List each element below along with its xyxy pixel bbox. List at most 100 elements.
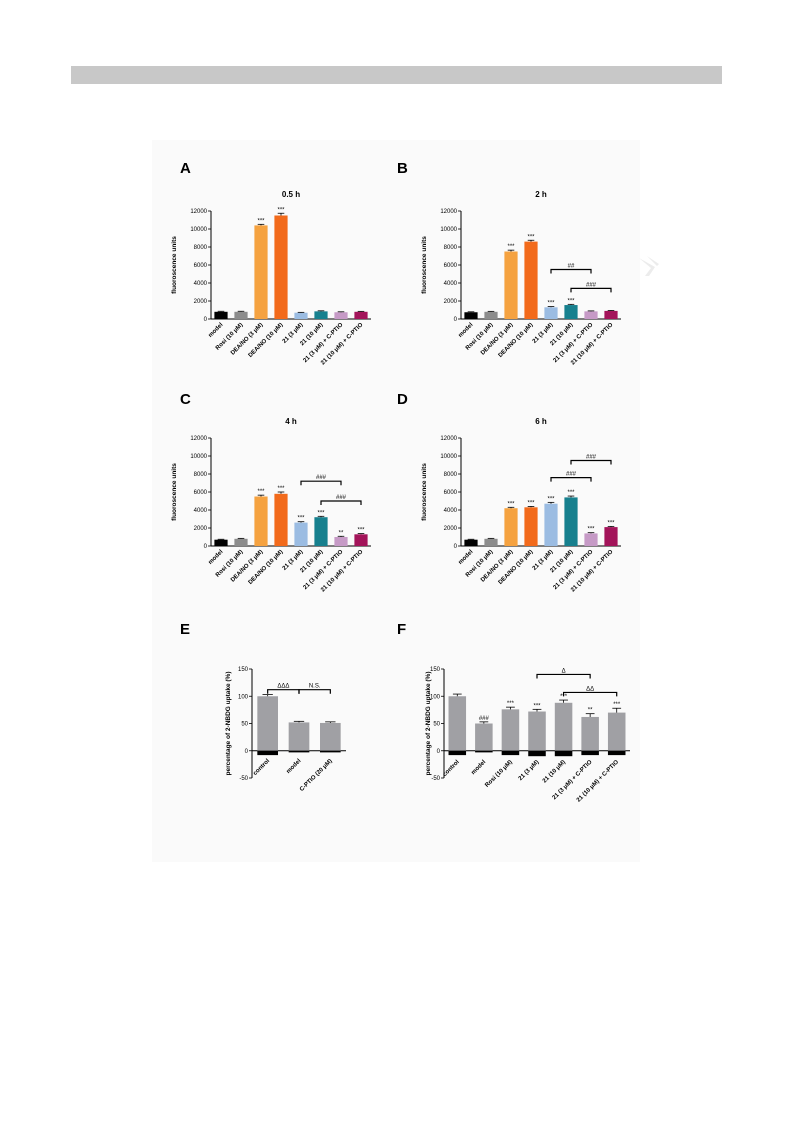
bracket-label: ΔΔΔ (277, 684, 289, 690)
bar (484, 311, 498, 319)
category-label: 21 (10 μM) + C-PTIO (320, 322, 364, 366)
comparison-bracket (570, 287, 612, 293)
significance-label: *** (297, 516, 305, 522)
bracket-label: N.S. (309, 684, 321, 690)
bar (607, 712, 626, 751)
comparison-bracket (267, 689, 300, 694)
y-tick-label: 8000 (444, 245, 458, 251)
significance-label: *** (587, 527, 595, 533)
panel-letter: B (397, 160, 408, 177)
bar (564, 305, 578, 319)
y-tick-label: 10000 (190, 454, 207, 460)
y-tick-label: 100 (430, 694, 441, 700)
bar (544, 307, 558, 319)
bar (254, 225, 268, 319)
category-label: model (471, 759, 488, 776)
category-label: 21 (3 μM) (518, 759, 541, 782)
bar (501, 709, 520, 751)
significance-label: *** (547, 301, 555, 307)
panel-letter: A (180, 160, 191, 177)
negative-bar (288, 750, 310, 753)
significance-label: *** (567, 298, 575, 304)
y-tick-label: 50 (241, 722, 248, 728)
y-tick-label: 100 (238, 694, 249, 700)
bar (294, 312, 308, 319)
bar (254, 496, 268, 546)
negative-bar (581, 750, 599, 756)
panel-a: A 0.5 h fluoroscence units 0 2000 4000 6000 800… (171, 160, 371, 366)
bar (564, 497, 578, 546)
y-tick-label: 12000 (440, 436, 457, 442)
y-tick-label: 0 (437, 749, 441, 755)
category-label: Rosi (10 μM) (484, 759, 513, 788)
y-tick-label: 2000 (194, 299, 208, 305)
negative-bar (448, 750, 467, 756)
y-tick-label: 6000 (194, 263, 208, 269)
y-tick-label: 4000 (444, 281, 458, 287)
comparison-bracket (570, 459, 612, 465)
header-bar (71, 66, 722, 84)
panel-letter: E (180, 621, 190, 638)
panel-c: C 4 h fluoroscence units 0 2000 4000 6000 8000 1… (171, 391, 371, 593)
bracket-label: ### (586, 282, 597, 288)
category-label: 21 (10 μM) (542, 759, 567, 784)
bar (234, 538, 248, 546)
y-tick-label: 50 (433, 722, 440, 728)
y-axis-label: fluoroscence units (421, 236, 428, 294)
significance-label: *** (257, 218, 265, 224)
bar (214, 539, 228, 546)
negative-bar (554, 750, 573, 757)
bar (354, 311, 368, 319)
bar (214, 311, 228, 319)
y-tick-label: 4000 (444, 508, 458, 514)
bracket-label: ### (566, 472, 577, 478)
chart-title: 6 h (535, 417, 547, 426)
y-tick-label: 8000 (194, 472, 208, 478)
y-tick-label: 2000 (444, 299, 458, 305)
category-label: 21 (10 μM) + C-PTIO (570, 322, 614, 366)
significance-label: *** (547, 496, 555, 502)
significance-label: *** (277, 486, 285, 492)
bar (314, 517, 328, 546)
bar (319, 722, 341, 751)
bar (448, 696, 467, 751)
panel-b: B 2 h fluoroscence units 0 2000 4000 6000 8000 1… (397, 160, 621, 366)
comparison-bracket (298, 689, 331, 694)
significance-label: ** (588, 708, 593, 714)
negative-bar (501, 750, 520, 756)
category-label: DEA/NO (10 μM) (498, 322, 535, 359)
category-label: DEA/NO (10 μM) (248, 322, 285, 359)
bracket-label: ### (586, 455, 597, 461)
chart-title: 0.5 h (282, 190, 300, 199)
y-tick-label: 8000 (194, 245, 208, 251)
bar (584, 533, 598, 546)
y-tick-label: 6000 (444, 490, 458, 496)
bar (524, 241, 538, 319)
negative-bar (528, 750, 546, 757)
y-tick-label: 0 (204, 317, 208, 323)
y-axis-label: fluoroscence units (171, 463, 178, 521)
y-tick-label: 0 (204, 544, 208, 550)
bar (334, 312, 348, 319)
y-tick-label: 0 (454, 317, 458, 323)
comparison-bracket (320, 500, 362, 505)
category-label: 21 (10 μM) + C-PTIO (320, 549, 364, 593)
bar (554, 702, 573, 751)
bar (484, 538, 498, 546)
negative-bar (607, 750, 626, 756)
bar (354, 534, 368, 546)
category-label: DEA/NO (10 μM) (498, 549, 535, 586)
significance-label: *** (277, 207, 285, 213)
bar (604, 310, 618, 319)
y-tick-label: 12000 (190, 436, 207, 442)
y-axis-label: percentage of 2-NBDG uptake (%) (225, 671, 232, 775)
bar (504, 508, 518, 546)
category-label: 21 (10 μM) + C-PTIO (570, 549, 614, 593)
bar (288, 722, 310, 751)
comparison-bracket (562, 691, 618, 697)
y-tick-label: 10000 (440, 454, 457, 460)
negative-bar (257, 750, 279, 756)
category-label: model (458, 549, 475, 566)
bar (234, 311, 248, 319)
significance-label: *** (527, 234, 535, 240)
